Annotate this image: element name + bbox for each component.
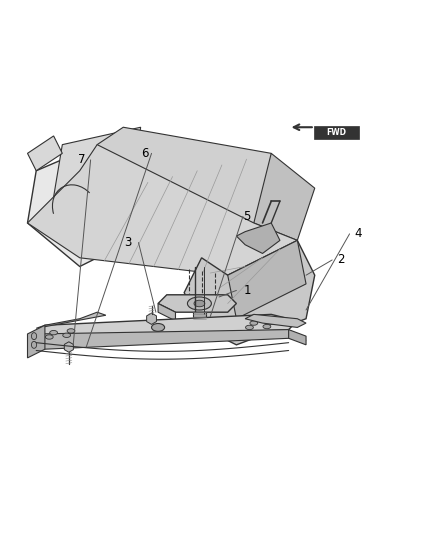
Polygon shape [228,240,306,319]
Ellipse shape [32,333,37,340]
Ellipse shape [49,330,57,335]
Polygon shape [28,325,45,358]
Polygon shape [28,144,132,266]
Ellipse shape [152,324,165,332]
Ellipse shape [63,333,71,337]
Ellipse shape [32,341,37,349]
Text: 2: 2 [337,254,345,266]
Ellipse shape [187,297,212,310]
Polygon shape [237,223,280,254]
Polygon shape [53,127,141,197]
Ellipse shape [267,320,275,325]
Polygon shape [28,329,306,349]
Polygon shape [28,144,297,275]
Polygon shape [97,127,284,223]
Ellipse shape [46,335,53,339]
Text: 4: 4 [354,228,362,240]
Polygon shape [36,312,106,328]
Ellipse shape [263,325,271,329]
Ellipse shape [67,329,75,333]
Polygon shape [289,329,306,345]
Polygon shape [158,295,237,312]
Polygon shape [158,303,176,321]
Polygon shape [184,240,315,345]
Polygon shape [245,314,306,327]
FancyBboxPatch shape [314,126,359,139]
Text: 7: 7 [78,154,86,166]
Ellipse shape [194,300,205,307]
Polygon shape [36,314,297,341]
Polygon shape [254,154,315,240]
Text: FWD: FWD [326,128,346,137]
Ellipse shape [246,325,253,329]
Text: 1: 1 [244,284,251,297]
Text: 6: 6 [141,147,149,160]
Polygon shape [193,312,206,317]
Text: 5: 5 [244,210,251,223]
Polygon shape [28,136,62,171]
Text: 3: 3 [124,236,131,249]
Ellipse shape [250,321,258,325]
